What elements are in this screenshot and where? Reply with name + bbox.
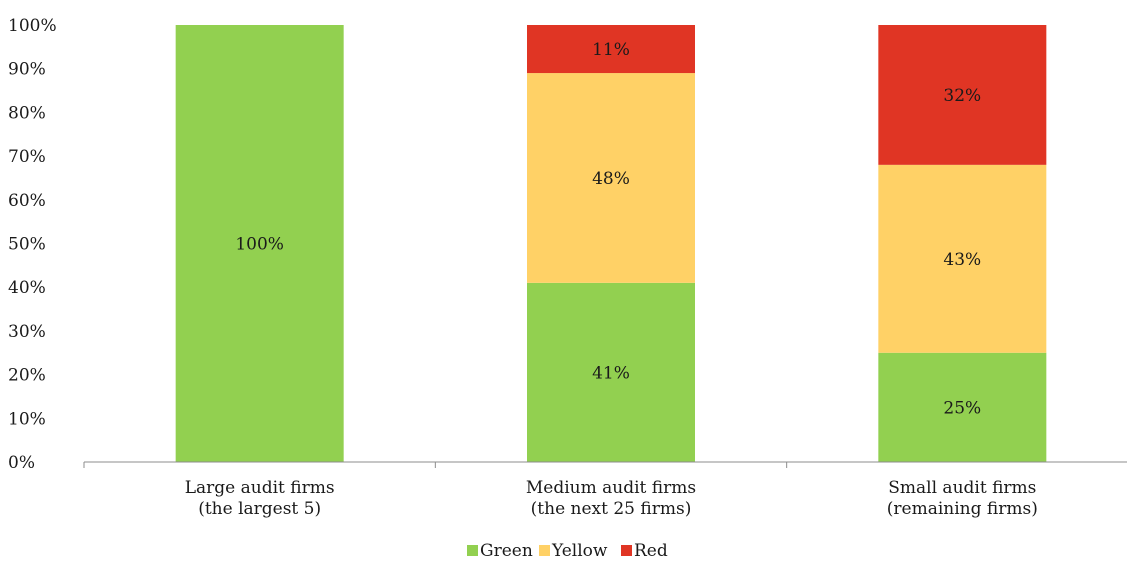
data-label: 100% [235, 235, 284, 255]
x-axis: Large audit firms(the largest 5) Medium a… [83, 461, 1127, 519]
y-axis-ticks: 0% 10% 20% 30% 40% 50% 60% 70% 80% 90% 100% [8, 16, 57, 473]
data-label: 11% [592, 40, 630, 60]
y-tick-label: 70% [8, 147, 46, 167]
y-tick-label: 10% [8, 409, 46, 429]
legend-label-red: Red [634, 541, 668, 561]
y-tick-label: 60% [8, 191, 46, 211]
bar-segment-green [878, 352, 1047, 462]
data-label: 41% [592, 363, 630, 383]
data-label: 48% [592, 169, 630, 189]
x-category-label: Small audit firms [888, 478, 1036, 498]
y-tick-label: 0% [8, 453, 35, 473]
y-tick-label: 30% [8, 322, 46, 342]
data-labels: 100% 41% 48% 11% 25% 43% 32% [235, 40, 981, 418]
y-tick-label: 100% [8, 16, 57, 36]
bar-segment-red [878, 25, 1047, 165]
legend-swatch-yellow [539, 545, 550, 556]
bars [175, 25, 1047, 462]
bar-segment-green [175, 25, 344, 462]
bar-segment-yellow [878, 164, 1047, 353]
bar-segment-red [527, 25, 695, 74]
data-label: 25% [943, 398, 981, 418]
x-category-label: (the largest 5) [198, 499, 321, 519]
bar-segment-green [527, 282, 695, 462]
y-tick-label: 40% [8, 278, 46, 298]
legend: Green Yellow Red [467, 541, 668, 561]
x-category-label: Large audit firms [185, 478, 335, 498]
y-tick-label: 20% [8, 366, 46, 386]
legend-swatch-red [621, 545, 632, 556]
data-label: 43% [943, 250, 981, 270]
y-tick-label: 50% [8, 235, 46, 255]
bar-segment-yellow [527, 73, 695, 283]
y-tick-label: 80% [8, 103, 46, 123]
data-label: 32% [943, 86, 981, 106]
legend-label-yellow: Yellow [551, 541, 608, 561]
legend-label-green: Green [480, 541, 533, 561]
y-tick-label: 90% [8, 60, 46, 80]
x-category-label: (remaining firms) [887, 499, 1038, 519]
x-category-label: Medium audit firms [526, 478, 696, 498]
x-category-label: (the next 25 firms) [531, 499, 692, 519]
legend-swatch-green [467, 545, 478, 556]
